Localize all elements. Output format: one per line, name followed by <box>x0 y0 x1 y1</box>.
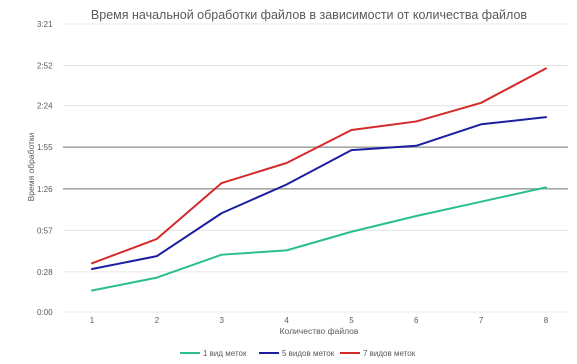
x-axis-label: Количество файлов <box>280 326 359 336</box>
y-tick-label: 0:00 <box>37 308 53 317</box>
y-axis-ticks: 0:00 0:28 0:57 1:26 1:55 2:24 2:52 3:21 <box>37 20 53 317</box>
legend-label: 7 видов меток <box>363 349 416 358</box>
x-tick-label: 5 <box>349 316 354 325</box>
series-line-3 <box>91 67 547 265</box>
x-tick-label: 4 <box>284 316 289 325</box>
legend-label: 5 видов меток <box>282 349 335 358</box>
y-tick-label: 1:55 <box>37 143 53 152</box>
y-tick-label: 0:28 <box>37 268 53 277</box>
legend: 1 вид меток 5 видов меток 7 видов меток <box>180 349 416 358</box>
gridlines <box>63 23 568 313</box>
legend-label: 1 вид меток <box>203 349 247 358</box>
y-tick-label: 1:26 <box>37 185 53 194</box>
y-tick-label: 3:21 <box>37 20 53 29</box>
x-axis-ticks: 1 2 3 4 5 6 7 8 <box>90 316 549 325</box>
y-tick-label: 0:57 <box>37 226 53 235</box>
y-axis-label: Время обработки <box>26 132 36 201</box>
x-tick-label: 2 <box>155 316 160 325</box>
y-tick-label: 2:24 <box>37 102 53 111</box>
x-tick-label: 3 <box>219 316 224 325</box>
chart-title: Время начальной обработки файлов в завис… <box>91 8 527 22</box>
x-tick-label: 7 <box>479 316 484 325</box>
x-tick-label: 8 <box>544 316 549 325</box>
x-tick-label: 1 <box>90 316 95 325</box>
y-tick-label: 2:52 <box>37 62 53 71</box>
series-lines <box>91 67 547 292</box>
x-tick-label: 6 <box>414 316 419 325</box>
series-line-2 <box>91 116 547 271</box>
series-line-1 <box>91 186 547 292</box>
